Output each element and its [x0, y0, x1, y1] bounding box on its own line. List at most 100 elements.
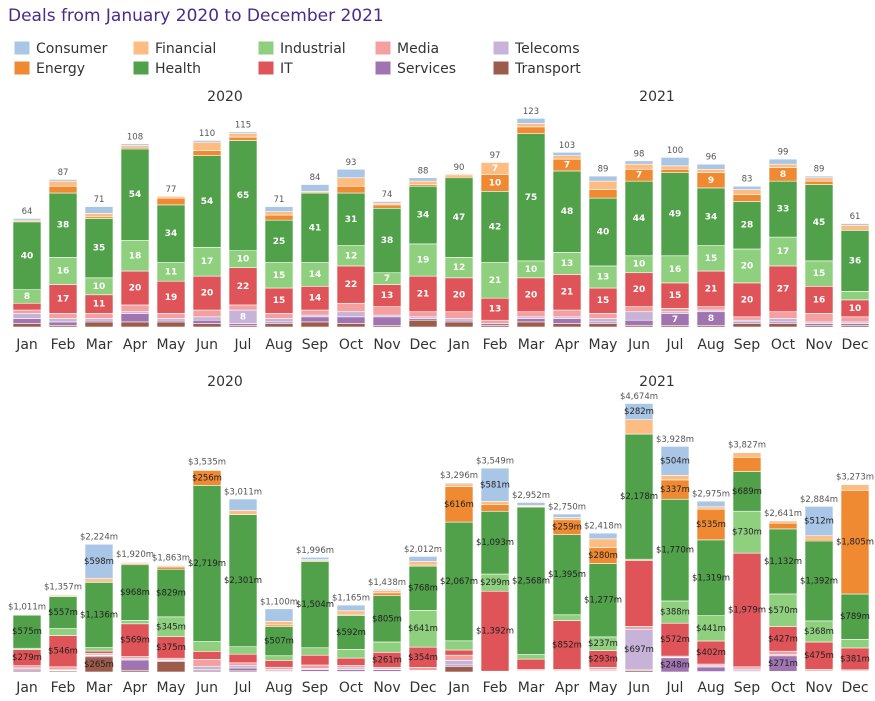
- bar-segment: [624, 180, 654, 257]
- data-label: 27: [777, 284, 790, 294]
- bar-segment: [12, 318, 42, 324]
- bar-segment: [300, 664, 330, 669]
- x-tick-label: Dec: [841, 680, 868, 696]
- data-label: 65: [237, 191, 250, 201]
- bar-segment: [696, 500, 726, 508]
- bar-segment: [552, 170, 582, 253]
- x-tick-label: Dec: [409, 680, 436, 696]
- bar-segment: [732, 316, 762, 321]
- total-label: $1,920m: [116, 550, 154, 560]
- x-tick-label: Jun: [195, 680, 218, 696]
- total-label: 98: [634, 149, 645, 159]
- bar-segment: [48, 180, 78, 187]
- data-label: $261m: [372, 655, 402, 665]
- bar-segment: [192, 155, 222, 248]
- data-label: $581m: [480, 480, 510, 490]
- bar-segment: [732, 452, 762, 458]
- data-label: 21: [417, 289, 430, 299]
- bar-segment: [624, 163, 654, 170]
- bar-segment: [444, 654, 474, 661]
- bar-segment: [768, 528, 798, 595]
- data-label: 10: [489, 178, 502, 188]
- bar-segment: [48, 284, 78, 314]
- bar-segment: [624, 403, 654, 420]
- data-label: $641m: [408, 624, 438, 634]
- bar-segment: [372, 595, 402, 643]
- x-tick-label: Aug: [697, 337, 724, 353]
- total-label: $4,674m: [620, 392, 658, 402]
- total-label: 74: [382, 190, 393, 200]
- legend-swatch: [257, 60, 275, 76]
- bar-segment: [12, 323, 42, 328]
- x-tick-label: Aug: [265, 680, 292, 696]
- bar-segment: [768, 520, 798, 524]
- data-label: $1,136m: [80, 610, 118, 620]
- total-label: $2,224m: [80, 533, 118, 543]
- bar-segment: [552, 155, 582, 160]
- data-label: 22: [345, 280, 358, 290]
- data-label: $535m: [696, 520, 726, 530]
- bar-segment: [624, 628, 654, 670]
- bar-segment: [336, 657, 366, 666]
- x-tick-label: May: [157, 337, 186, 353]
- bar-segment: [84, 650, 114, 654]
- data-label: $427m: [768, 634, 798, 644]
- total-label: 123: [523, 107, 539, 117]
- data-label: 17: [57, 295, 70, 305]
- legend-label: Energy: [36, 61, 85, 77]
- data-label: 10: [93, 282, 106, 292]
- bar-segment: [804, 641, 834, 670]
- bar-segment: [408, 275, 438, 313]
- total-label: $3,535m: [188, 457, 226, 467]
- data-label: 21: [489, 276, 502, 286]
- bar-segment: [840, 489, 870, 595]
- x-tick-label: Jan: [15, 680, 38, 696]
- data-label: $280m: [588, 551, 618, 561]
- bar-segment: [804, 313, 834, 323]
- bar-segment: [696, 306, 726, 311]
- bar-segment: [696, 163, 726, 170]
- bar-segment: [84, 582, 114, 648]
- x-tick-label: Nov: [373, 680, 400, 696]
- bar-segment: [300, 557, 330, 560]
- bar-segment: [768, 163, 798, 168]
- bar-segment: [156, 197, 186, 206]
- bar-segment: [588, 197, 618, 267]
- x-tick-label: Aug: [697, 680, 724, 696]
- x-tick-label: Jul: [234, 680, 252, 696]
- data-label: 15: [813, 269, 826, 279]
- total-label: $1,357m: [44, 583, 82, 593]
- total-label: 77: [166, 185, 177, 195]
- bar-segment: [732, 248, 762, 284]
- bar-segment: [408, 177, 438, 182]
- bar-segment: [840, 224, 870, 231]
- data-label: 41: [309, 223, 322, 233]
- data-label: 13: [561, 259, 574, 269]
- bar-segment: [408, 311, 438, 318]
- bar-segment: [264, 262, 294, 289]
- data-label: 20: [741, 261, 754, 271]
- data-label: 17: [201, 257, 214, 267]
- bar-segment: [840, 593, 870, 640]
- bar-segment: [480, 262, 510, 299]
- bar-segment: [192, 485, 222, 642]
- total-label: 97: [490, 151, 501, 161]
- data-label: $592m: [336, 628, 366, 638]
- bar-segment: [228, 498, 258, 511]
- data-label: 19: [417, 256, 430, 266]
- bar-segment: [120, 270, 150, 306]
- x-tick-label: May: [589, 337, 618, 353]
- legend-label: Consumer: [36, 41, 108, 57]
- data-label: 8: [24, 292, 30, 302]
- data-label: 16: [669, 265, 682, 275]
- data-label: $2,568m: [512, 576, 550, 586]
- bar-segment: [552, 309, 582, 318]
- bar-segment: [732, 201, 762, 250]
- data-label: 10: [237, 255, 250, 265]
- bar-segment: [516, 123, 546, 128]
- bar-segment: [480, 191, 510, 263]
- bar-segment: [444, 486, 474, 523]
- x-tick-label: Mar: [86, 337, 113, 353]
- bar-segment: [84, 321, 114, 328]
- bar-segment: [480, 504, 510, 512]
